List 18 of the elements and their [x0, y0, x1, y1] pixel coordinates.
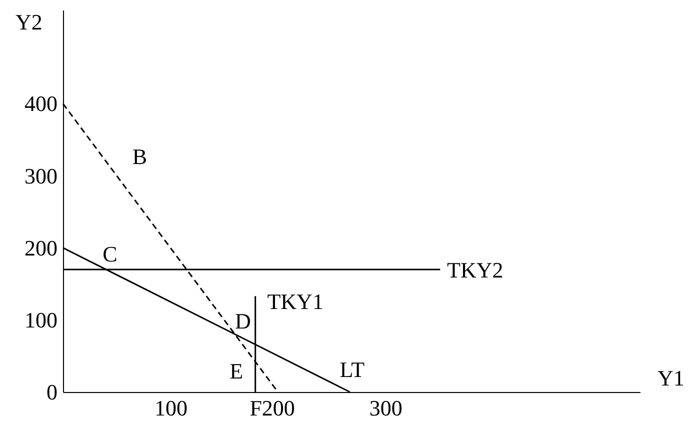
x-tick-label: 100 [154, 396, 188, 420]
annotation: D [234, 308, 251, 334]
annotation: E [230, 358, 244, 384]
x-axis-title: Y1 [658, 366, 684, 390]
y-tick-label: 0 [46, 380, 58, 404]
y-tick-label: 200 [24, 235, 58, 260]
annotation: TKY2 [447, 257, 504, 282]
y-tick-label: 400 [24, 91, 58, 116]
annotation: TKY1 [267, 289, 324, 314]
annotation: LT [340, 356, 366, 382]
x-tick-label: 300 [369, 396, 402, 420]
x-tick-label: F [250, 396, 262, 420]
y-tick-label: 300 [24, 163, 58, 188]
y-tick-label: 100 [24, 307, 58, 332]
annotation: B [132, 144, 148, 170]
annotation: C [102, 241, 118, 266]
y-axis-title: Y2 [16, 10, 42, 34]
x-tick-label: 200 [262, 396, 295, 420]
